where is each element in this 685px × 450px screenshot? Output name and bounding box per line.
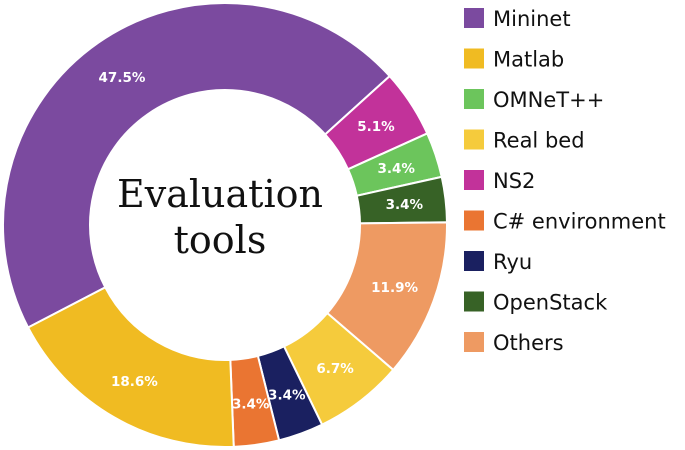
legend-item-matlab: Matlab: [464, 48, 564, 72]
legend-swatch-others: [464, 332, 484, 352]
legend-item-real-bed: Real bed: [464, 129, 585, 153]
slice-label-ns2: 5.1%: [357, 119, 395, 135]
legend-label-others: Others: [493, 331, 564, 355]
slice-label-c-environment: 3.4%: [232, 397, 270, 413]
slice-label-omnet: 3.4%: [377, 161, 415, 177]
legend-swatch-ns2: [464, 170, 484, 190]
slice-label-matlab: 18.6%: [111, 374, 158, 390]
legend-item-ryu: Ryu: [464, 250, 532, 274]
legend-item-ns2: NS2: [464, 169, 535, 193]
legend: Mininet Matlab OMNeT++ Real bed NS2 C# enviro…: [464, 7, 666, 355]
legend-item-c-environment: C# environment: [464, 210, 666, 234]
slice-label-ryu: 3.4%: [268, 388, 306, 404]
center-label: Evaluation tools: [117, 172, 323, 262]
slice-matlab: [26, 285, 235, 448]
legend-item-mininet: Mininet: [464, 7, 571, 31]
slice-label-openstack: 3.4%: [386, 197, 424, 213]
legend-label-ns2: NS2: [493, 169, 535, 193]
legend-item-others: Others: [464, 331, 564, 355]
legend-label-openstack: OpenStack: [493, 291, 608, 315]
legend-item-openstack: OpenStack: [464, 291, 608, 315]
slice-mininet: [2, 2, 392, 329]
center-label-line-1: Evaluation: [117, 172, 323, 216]
legend-label-omnet: OMNeT++: [493, 88, 604, 112]
legend-label-mininet: Mininet: [493, 7, 571, 31]
center-label-line-2: tools: [174, 218, 267, 262]
slice-label-mininet: 47.5%: [99, 70, 146, 86]
legend-label-c-environment: C# environment: [493, 210, 666, 234]
legend-swatch-c-environment: [464, 210, 484, 231]
legend-swatch-matlab: [464, 48, 484, 69]
slice-labels: 47.5%5.1%3.4%3.4%11.9%6.7%3.4%3.4%18.6%: [99, 70, 424, 413]
slice-label-others: 11.9%: [371, 280, 418, 296]
slice-label-real-bed: 6.7%: [316, 361, 354, 377]
legend-swatch-real-bed: [464, 129, 484, 150]
legend-swatch-openstack: [464, 291, 484, 312]
legend-item-omnet: OMNeT++: [464, 88, 604, 112]
legend-label-real-bed: Real bed: [493, 129, 585, 153]
legend-swatch-mininet: [464, 8, 484, 28]
legend-swatch-ryu: [464, 251, 484, 271]
legend-label-matlab: Matlab: [493, 48, 564, 72]
legend-swatch-omnet: [464, 89, 484, 109]
donut-slices: [2, 2, 448, 448]
legend-label-ryu: Ryu: [493, 250, 532, 274]
